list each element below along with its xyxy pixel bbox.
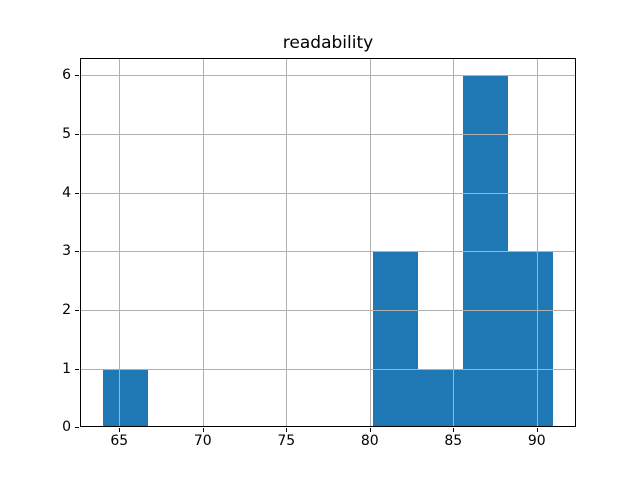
x-tick-mark — [453, 428, 455, 433]
y-tick-mark — [75, 75, 79, 77]
y-tick-label: 2 — [62, 301, 71, 318]
gridline-horizontal — [80, 309, 576, 311]
x-tick-mark — [119, 428, 121, 433]
plot-area — [80, 57, 576, 428]
y-tick-mark — [75, 427, 79, 429]
gridline-vertical — [536, 57, 538, 428]
y-tick-label: 6 — [62, 67, 71, 84]
gridline-vertical — [119, 57, 121, 428]
x-tick-mark — [536, 428, 538, 433]
gridline-horizontal — [80, 251, 576, 253]
gridline-horizontal — [80, 75, 576, 77]
x-tick-mark — [202, 428, 204, 433]
y-tick-label: 0 — [62, 419, 71, 436]
x-tick-label: 70 — [193, 433, 212, 450]
y-tick-mark — [75, 309, 79, 311]
histogram-bar — [373, 251, 419, 428]
x-tick-label: 85 — [444, 433, 463, 450]
x-tick-label: 65 — [110, 433, 129, 450]
histogram-bar — [102, 368, 148, 428]
chart-title: readability — [282, 33, 374, 53]
gridline-horizontal — [80, 368, 576, 370]
histogram-bar — [418, 368, 464, 428]
y-tick-mark — [75, 192, 79, 194]
gridline-vertical — [369, 57, 371, 428]
y-tick-label: 5 — [62, 125, 71, 142]
y-tick-mark — [75, 251, 79, 253]
x-tick-label: 75 — [277, 433, 296, 450]
y-tick-label: 3 — [62, 243, 71, 260]
y-tick-mark — [75, 133, 79, 135]
y-tick-mark — [75, 368, 79, 370]
x-tick-mark — [286, 428, 288, 433]
gridline-horizontal — [80, 192, 576, 194]
gridline-horizontal — [80, 133, 576, 135]
histogram-bar — [508, 251, 554, 428]
gridline-vertical — [453, 57, 455, 428]
gridline-vertical — [202, 57, 204, 428]
y-tick-label: 4 — [62, 184, 71, 201]
gridline-vertical — [286, 57, 288, 428]
x-tick-label: 80 — [360, 433, 379, 450]
x-tick-label: 90 — [527, 433, 546, 450]
y-tick-label: 1 — [62, 360, 71, 377]
x-tick-mark — [369, 428, 371, 433]
